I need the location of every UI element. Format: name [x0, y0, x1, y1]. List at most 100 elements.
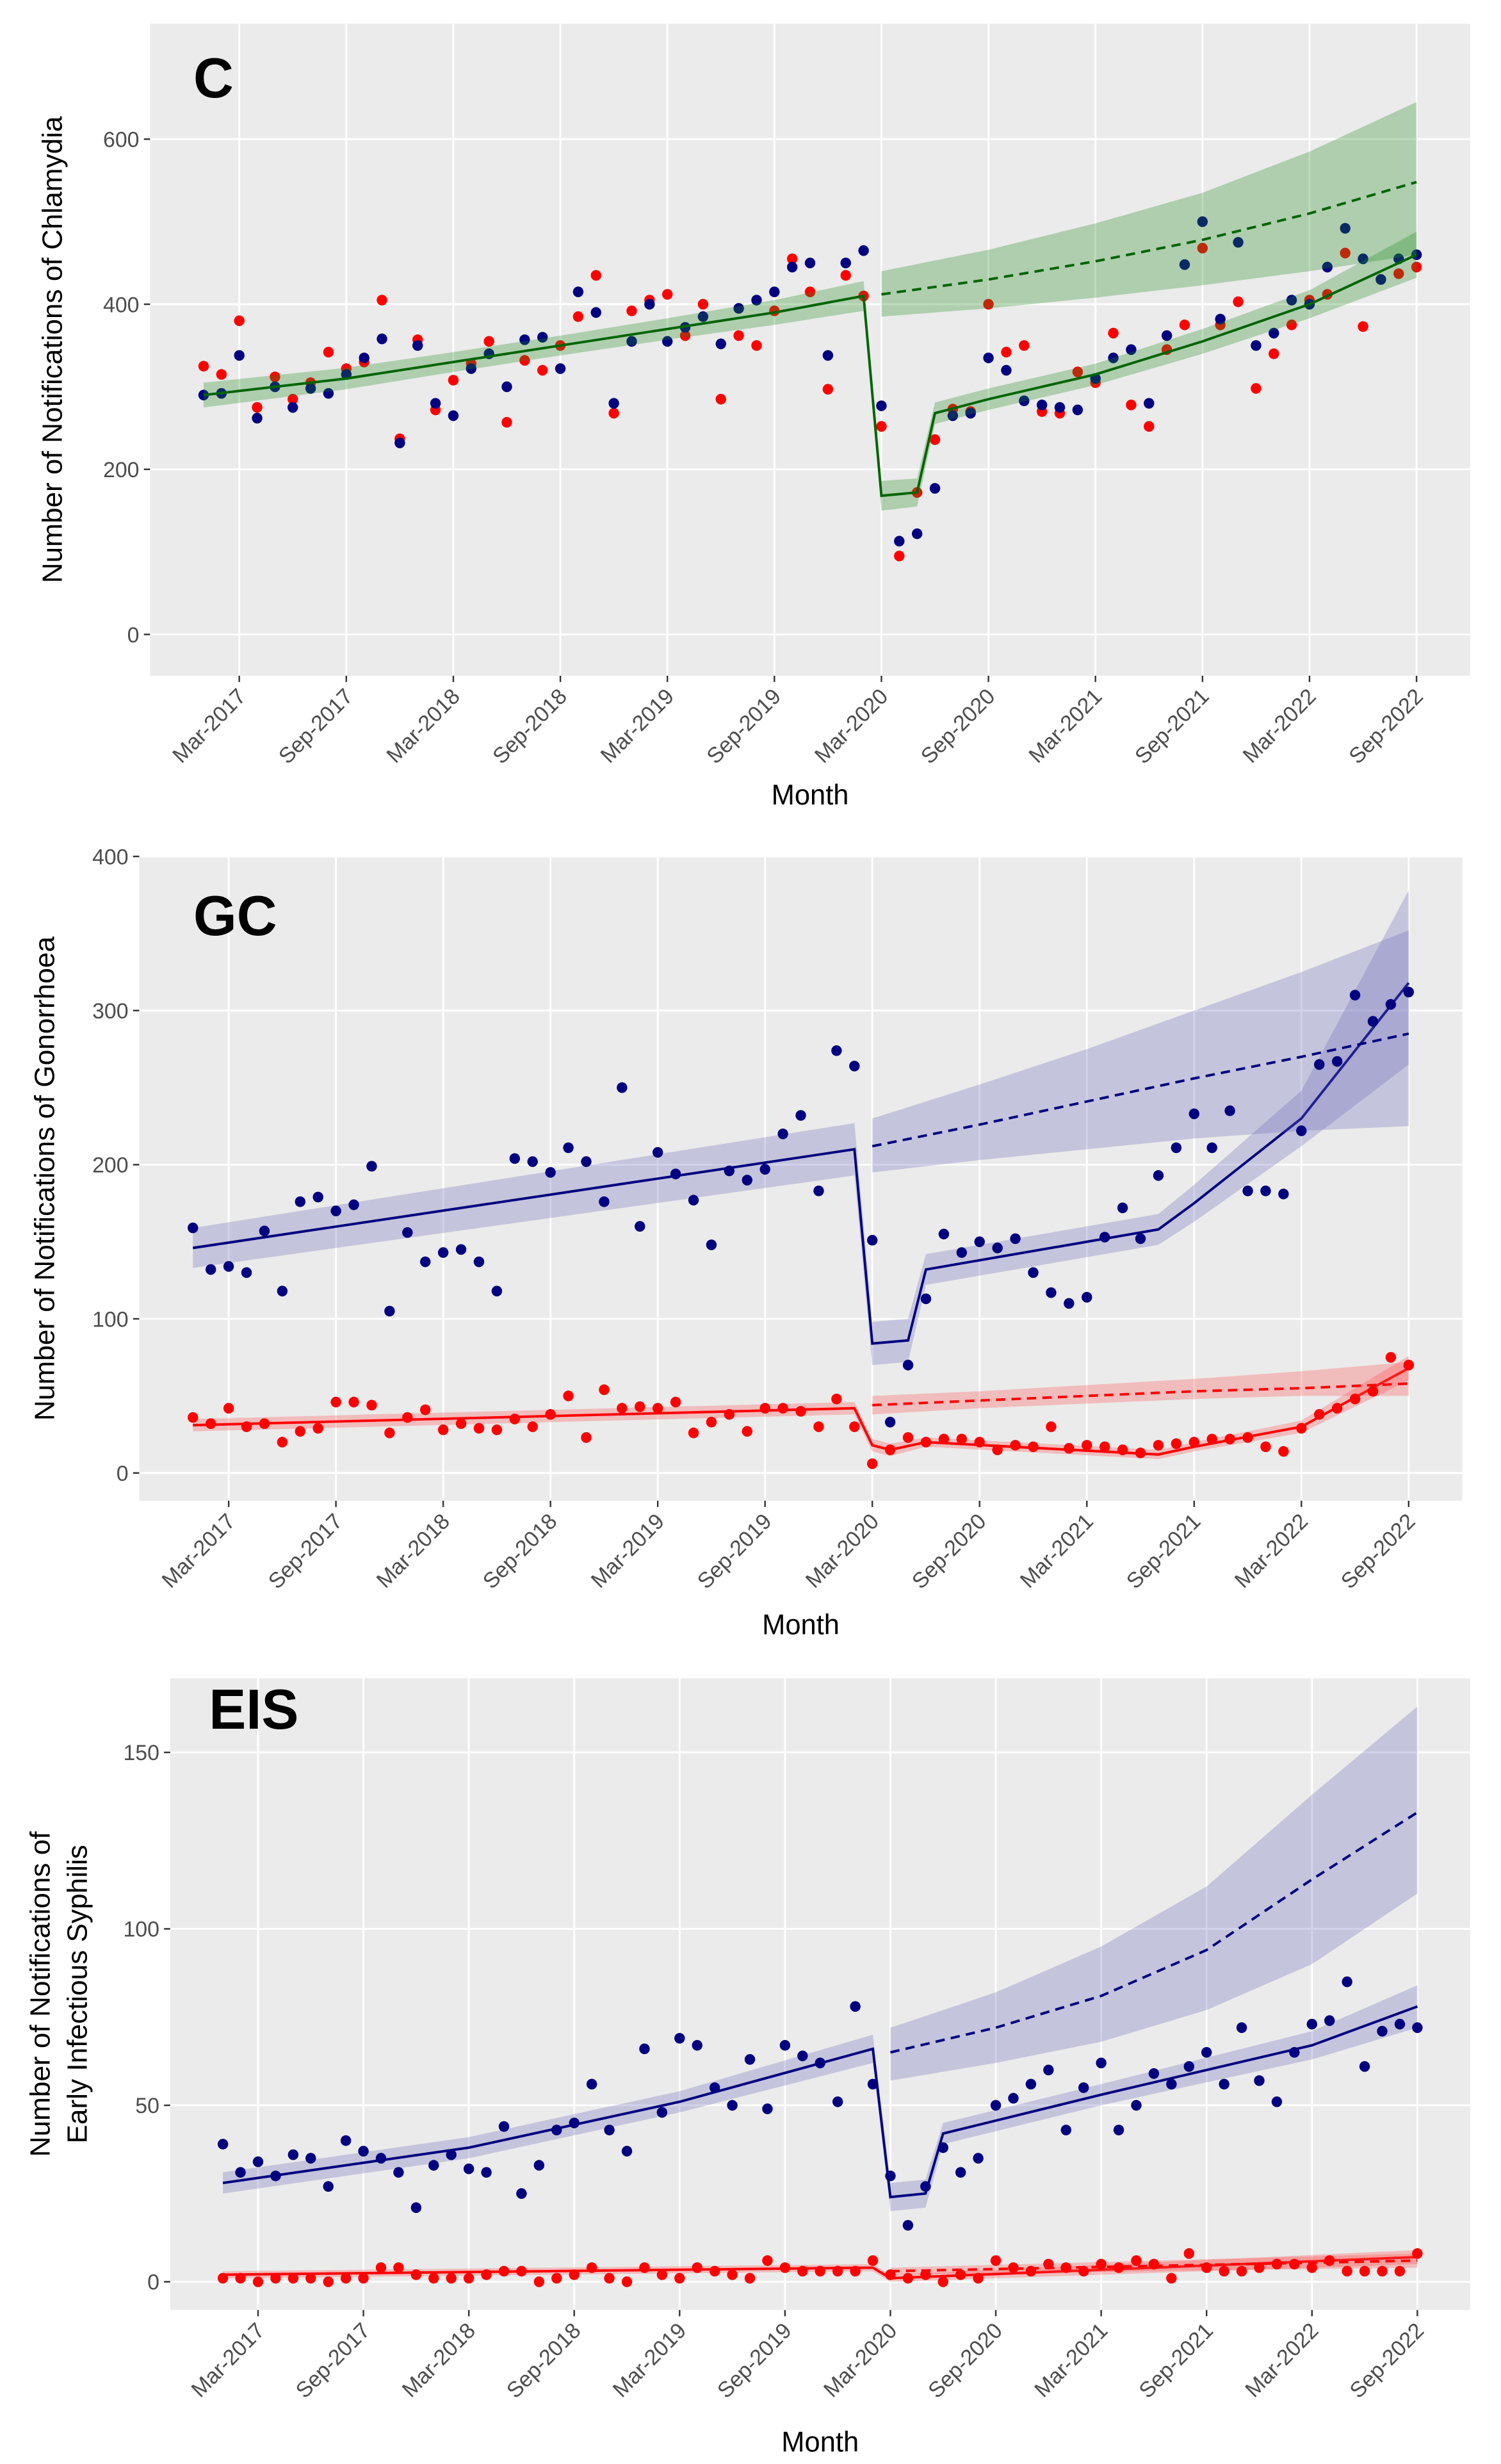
- data-point: [1028, 1267, 1039, 1278]
- data-point: [1286, 295, 1297, 306]
- data-point: [692, 2262, 702, 2273]
- data-point: [437, 1247, 449, 1258]
- data-point: [1269, 327, 1279, 339]
- x-tick-label: Mar-2018: [372, 1509, 455, 1593]
- data-point: [1233, 237, 1244, 248]
- data-point: [617, 1082, 628, 1093]
- data-point: [377, 295, 387, 306]
- data-point: [569, 2117, 580, 2128]
- data-point: [692, 2039, 702, 2051]
- data-point: [965, 407, 976, 419]
- y-axis-title: Number of Notifications of Gonorrhoea: [29, 936, 61, 1421]
- data-point: [1010, 1440, 1021, 1451]
- data-point: [1224, 1433, 1235, 1445]
- plot-background: [150, 23, 1470, 676]
- data-point: [295, 1426, 305, 1437]
- data-point: [1349, 1393, 1361, 1405]
- data-point: [635, 1221, 645, 1232]
- x-tick-label: Sep-2019: [702, 684, 786, 769]
- data-point: [551, 2272, 562, 2284]
- data-point: [813, 1421, 824, 1432]
- x-tick-label: Mar-2017: [187, 2319, 270, 2403]
- data-point: [241, 1267, 252, 1278]
- data-point: [581, 1432, 592, 1443]
- data-point: [715, 338, 726, 350]
- data-point: [867, 2078, 879, 2090]
- data-point: [446, 2149, 457, 2160]
- data-point: [455, 1244, 467, 1255]
- data-point: [1251, 383, 1262, 394]
- x-tick-label: Mar-2017: [158, 1509, 240, 1593]
- data-point: [1359, 2061, 1370, 2072]
- data-point: [1260, 1441, 1271, 1453]
- data-point: [198, 389, 209, 401]
- data-point: [1054, 402, 1066, 413]
- data-point: [1367, 1385, 1379, 1397]
- data-point: [990, 2100, 1002, 2111]
- data-point: [1215, 313, 1226, 325]
- data-point: [621, 2276, 633, 2287]
- confidence-band: [881, 102, 1417, 317]
- data-point: [937, 2142, 948, 2153]
- data-point: [1286, 319, 1297, 330]
- data-point: [1064, 1442, 1075, 1454]
- data-point: [1306, 2018, 1318, 2030]
- data-point: [742, 1426, 752, 1437]
- data-point: [604, 2125, 615, 2135]
- data-point: [1411, 261, 1422, 273]
- y-axis-title: Number of Notifications of: [25, 1831, 56, 2157]
- x-tick-label: Mar-2019: [608, 2319, 691, 2403]
- data-point: [270, 2272, 281, 2284]
- data-point: [501, 381, 512, 393]
- data-point: [198, 361, 209, 372]
- data-point: [947, 410, 959, 421]
- data-point: [288, 2272, 299, 2284]
- data-point: [850, 2001, 861, 2012]
- data-point: [481, 2269, 492, 2280]
- x-tick-label: Mar-2020: [819, 2319, 902, 2403]
- data-point: [688, 1195, 699, 1206]
- data-point: [1166, 2078, 1177, 2090]
- data-point: [1078, 2265, 1089, 2277]
- data-point: [235, 2272, 246, 2284]
- data-point: [217, 2272, 229, 2284]
- data-point: [234, 350, 245, 361]
- fit-line: [192, 982, 1410, 1345]
- data-point: [270, 2170, 281, 2182]
- data-point: [581, 1156, 592, 1167]
- data-point: [384, 1305, 395, 1317]
- data-point: [563, 1391, 574, 1401]
- data-point: [1025, 2265, 1037, 2277]
- data-point: [706, 1416, 717, 1428]
- data-point: [358, 2146, 369, 2157]
- data-point: [1375, 273, 1386, 285]
- data-point: [323, 2181, 334, 2192]
- data-point: [1096, 2258, 1107, 2270]
- x-tick-label: Mar-2020: [810, 684, 893, 768]
- data-point: [358, 2272, 369, 2284]
- data-point: [894, 550, 905, 562]
- data-point: [384, 1427, 395, 1439]
- data-point: [366, 1399, 377, 1411]
- data-point: [1183, 2248, 1194, 2259]
- confidence-band: [203, 231, 1417, 511]
- data-point: [777, 1128, 788, 1139]
- data-point: [608, 398, 619, 409]
- data-point: [867, 1458, 878, 1469]
- x-tick-label: Mar-2021: [1016, 1509, 1098, 1593]
- data-point: [955, 2167, 966, 2178]
- data-point: [797, 2265, 808, 2277]
- data-point: [706, 1239, 717, 1250]
- data-point: [1340, 223, 1351, 234]
- data-point: [974, 1437, 985, 1448]
- data-point: [1019, 340, 1030, 351]
- data-point: [795, 1406, 806, 1417]
- data-point: [1322, 261, 1333, 273]
- data-point: [393, 2167, 404, 2178]
- data-point: [786, 253, 798, 265]
- data-point: [894, 535, 905, 547]
- y-axis-title: Early Infectious Syphilis: [62, 1845, 93, 2143]
- confidence-band: [872, 930, 1409, 1173]
- data-point: [822, 384, 834, 395]
- data-point: [1394, 2018, 1406, 2030]
